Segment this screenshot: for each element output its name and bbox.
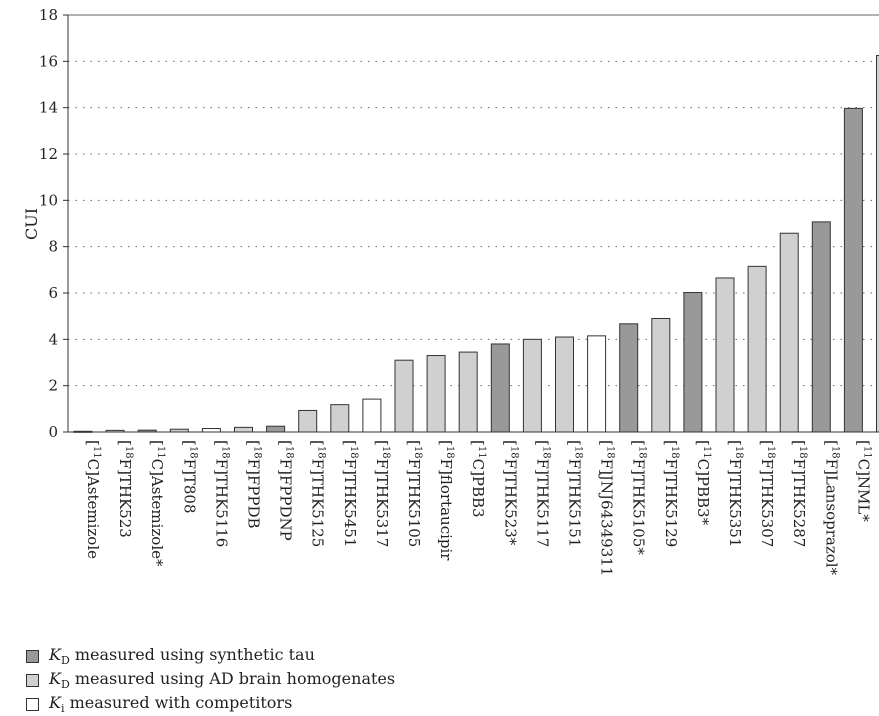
bar [427,356,445,432]
x-tick-label: [18F]THK5307 [758,440,776,547]
bar [684,293,702,432]
bar [363,399,381,432]
bar [299,410,317,432]
legend-label: Ki measured with competitors [49,693,292,715]
bars [74,56,879,433]
y-ticks: 0 2 4 6 8 10 12 14 16 18 [39,6,68,441]
legend-swatch [26,674,39,687]
legend-item: Ki measured with competitors [26,692,395,716]
bar [716,278,734,432]
x-tick-label: [18F]T808 [180,440,198,514]
bar [620,324,638,432]
y-tick-label: 12 [39,145,58,163]
y-tick-label: 2 [48,377,58,395]
x-tick-label: [18F]THK523 [116,440,134,538]
bar [748,266,766,432]
x-tick-label: [18F]THK523* [501,440,519,546]
bar [235,427,253,432]
bar [459,352,477,432]
y-tick-label: 0 [48,423,58,441]
legend-swatch [26,650,39,663]
x-tick-label: [18F]THK5287 [790,440,808,547]
x-tick-label: [18F]THK5105* [630,440,648,555]
bar [491,344,509,432]
legend-swatch [26,698,39,711]
bar [331,405,349,432]
bar [844,108,862,432]
category-labels: [11C]Astemizole [18F]THK523 [11C]Astemizol… [84,440,879,576]
y-tick-label: 6 [48,284,58,302]
x-tick-label: [18F]THK5125 [309,440,327,547]
y-tick-label: 8 [48,238,58,256]
x-tick-label: [18F]THK5105 [405,440,423,547]
bar-chart: 0 2 4 6 8 10 12 14 16 18 [11C]Astemizole [18F]THK5… [0,0,879,701]
bar [588,336,606,432]
bar [267,426,285,432]
bar [202,429,220,432]
x-tick-label: [18F]THK5351 [726,440,744,547]
bar [652,318,670,432]
y-axis-label: CUI [22,208,41,240]
x-tick-label: [11C]Astemizole [84,440,102,559]
x-tick-label: [18F]FPPDB [245,440,263,529]
x-tick-label: [18F]THK5129 [662,440,680,547]
legend-item: KD measured using synthetic tau [26,644,395,668]
bar [556,337,574,432]
legend-label: KD measured using synthetic tau [49,645,315,667]
y-tick-label: 18 [39,6,58,24]
y-tick-label: 14 [39,99,58,117]
legend-item: KD measured using AD brain homogenates [26,668,395,692]
legend-label: KD measured using AD brain homogenates [49,669,395,691]
x-tick-label: [11C]PBB3* [694,440,712,526]
bar [395,360,413,432]
bar [812,222,830,432]
x-tick-label: [18F]flortaucipir [437,440,455,561]
y-tick-label: 16 [39,52,58,70]
x-tick-label: [18F]THK5317 [373,440,391,547]
x-tick-label: [18F]THK5451 [341,440,359,547]
x-tick-label: [18F]THK5117 [533,440,551,547]
x-tick-label: [11C]PBB3 [469,440,487,518]
x-tick-label: [18F]FPPDNP [277,440,295,541]
x-tick-label: [18F]JNJ64349311 [598,440,616,576]
x-tick-label: [18F]THK5151 [566,440,584,547]
bar [780,233,798,432]
x-tick-label: [11C]NML* [854,440,872,522]
x-tick-label: [18F]THK5116 [212,440,230,547]
bar [523,339,541,432]
y-tick-label: 10 [39,191,58,209]
y-tick-label: 4 [48,330,58,348]
x-tick-label: [11C]Astemizole* [148,440,166,567]
x-tick-label: [18F]Lansoprazol* [822,440,840,576]
